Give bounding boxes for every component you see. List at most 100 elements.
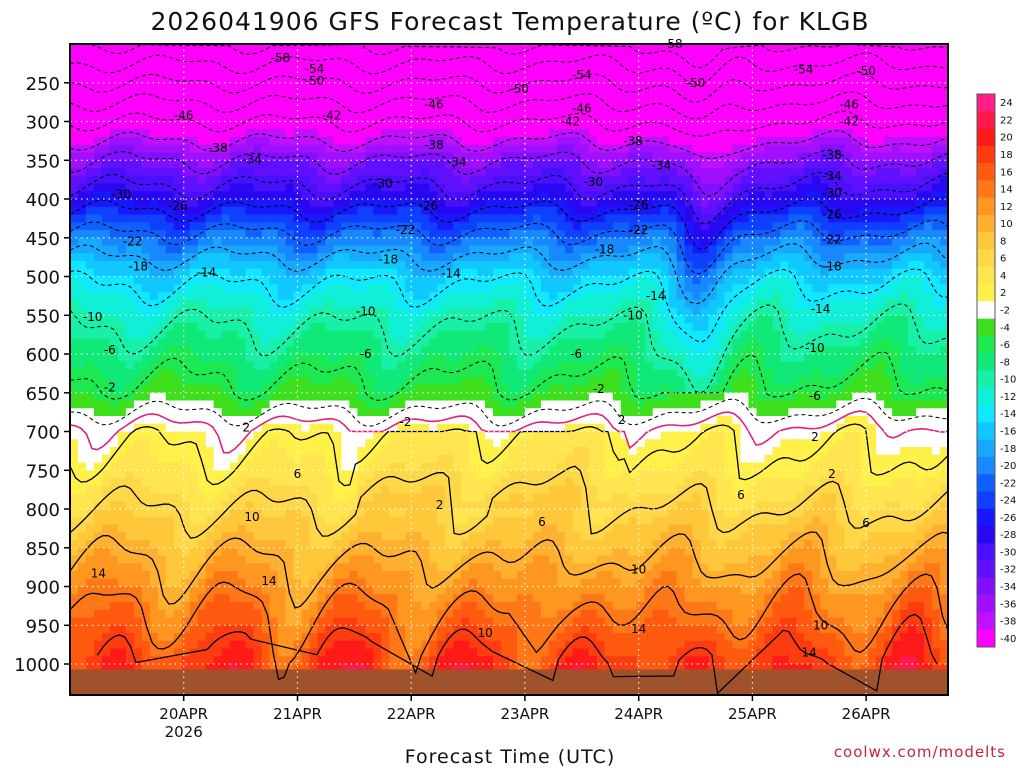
isotherm-line <box>70 242 948 305</box>
contour-label: -14 <box>811 302 831 316</box>
contour-label: -46 <box>572 101 592 115</box>
contour-label: -18 <box>379 252 399 266</box>
colorbar-label: 4 <box>1000 271 1006 282</box>
colorbar-swatch <box>977 595 995 613</box>
colorbar-swatch <box>977 284 995 302</box>
y-tick-label: 250 <box>26 74 60 95</box>
colorbar-label: 14 <box>1000 185 1013 196</box>
contour-label: -34 <box>652 159 672 173</box>
credit-link[interactable]: coolwx.com/modelts <box>834 743 1006 761</box>
x-tick-label: 26APR <box>842 705 891 723</box>
y-axis: 250 300 350 400 450 500 550 600 650 700 750 800 850 9… <box>14 74 70 676</box>
y-tick-label: 550 <box>26 306 60 327</box>
contour-label: -26 <box>168 199 188 213</box>
isotherm-line <box>70 397 948 427</box>
contour-label: -14 <box>646 289 666 303</box>
colorbar-label: 6 <box>1000 254 1006 265</box>
y-tick-label: 600 <box>26 345 60 366</box>
isotherm-line <box>70 268 948 343</box>
colorbar-swatch <box>977 508 995 527</box>
colorbar-label: -22 <box>1000 478 1016 489</box>
contour-label: -50 <box>509 82 529 96</box>
contour-labels: -58-58-54 -54 -54-50-50 -50-50-46-46 -46 -46-… <box>83 37 876 659</box>
contour-label: 10 <box>477 626 492 640</box>
colorbar-swatch <box>977 111 995 129</box>
colorbar-swatch <box>977 214 995 233</box>
isotherm-line <box>70 303 948 394</box>
colorbar-swatch <box>977 612 995 631</box>
freezing-line <box>70 410 948 454</box>
contour-label: -14 <box>197 266 217 280</box>
contour-label: 2 <box>242 421 250 435</box>
colorbar-swatch <box>977 370 995 389</box>
colorbar-label: -10 <box>1000 375 1016 386</box>
colorbar-swatch <box>977 629 995 648</box>
x-tick-label: 20APR <box>159 705 208 723</box>
contour-label: -34 <box>822 169 842 183</box>
colorbar-swatch <box>977 163 995 181</box>
contour-label: -46 <box>424 98 444 112</box>
colorbar-frame <box>976 93 996 648</box>
colorbar-swatch <box>977 145 995 164</box>
colorbar-label: 12 <box>1000 202 1013 213</box>
y-tick-label: 1000 <box>14 655 60 676</box>
x-tick-sublabel: 2026 <box>165 723 203 741</box>
colorbar-swatch <box>977 266 995 285</box>
colorbar-swatch <box>977 560 995 579</box>
contour-label: -22 <box>396 223 416 237</box>
contour-label: -22 <box>822 232 842 246</box>
contour-label: 6 <box>737 488 745 502</box>
y-tick-label: 850 <box>26 539 60 560</box>
colorbar-swatch <box>977 439 995 458</box>
colorbar-label: 2 <box>1000 288 1006 299</box>
contour-label: -10 <box>83 310 103 324</box>
x-tick-label: 23APR <box>500 705 549 723</box>
y-tick-label: 400 <box>26 190 60 211</box>
contour-label: -6 <box>360 347 372 361</box>
colorbar-label: -12 <box>1000 392 1016 403</box>
contour-label: 14 <box>802 645 817 659</box>
colorbar-label: -26 <box>1000 513 1016 524</box>
contour-label: -38 <box>424 138 444 152</box>
isotherm-line <box>70 91 948 120</box>
contour-label: 10 <box>631 563 646 577</box>
contour-label: -46 <box>839 98 859 112</box>
contour-label: -50 <box>856 64 876 78</box>
contour-label: -30 <box>373 177 393 191</box>
contour-label: -54 <box>572 68 592 82</box>
colorbar-label: -32 <box>1000 565 1016 576</box>
contour-label: -18 <box>128 259 148 273</box>
contour-label: 14 <box>91 566 106 580</box>
x-tick-label: 24APR <box>614 705 663 723</box>
isotherm-line <box>96 613 938 695</box>
colorbar-label: 8 <box>1000 236 1006 247</box>
contour-label: -22 <box>629 223 649 237</box>
isotherm-line <box>70 197 948 251</box>
y-tick-label: 500 <box>26 268 60 289</box>
colorbar-label: -36 <box>1000 599 1016 610</box>
contour-label: -10 <box>356 304 376 318</box>
contour-label: -2 <box>104 380 116 394</box>
isotherm-line <box>70 423 948 487</box>
colorbar-label: -18 <box>1000 444 1016 455</box>
x-tick-label: 21APR <box>273 705 322 723</box>
contour-label: -18 <box>822 259 842 273</box>
surface-terrain <box>70 669 948 695</box>
colorbar-swatch <box>977 387 995 406</box>
contour-label: -42 <box>322 108 342 122</box>
colorbar-swatch <box>977 456 995 475</box>
gridlines <box>70 44 948 695</box>
isotherm-line <box>70 44 948 69</box>
contour-label: 10 <box>813 618 828 632</box>
y-tick-label: 450 <box>26 229 60 250</box>
contour-label: -6 <box>570 347 582 361</box>
contour-label: -34 <box>447 155 467 169</box>
contour-label: -26 <box>418 199 438 213</box>
temperature-fill <box>70 44 948 695</box>
colorbar-swatch <box>977 197 995 216</box>
y-tick-label: 950 <box>26 616 60 637</box>
isotherm-line <box>70 465 948 539</box>
y-tick-label: 800 <box>26 500 60 521</box>
colorbar-label: -34 <box>1000 582 1016 593</box>
